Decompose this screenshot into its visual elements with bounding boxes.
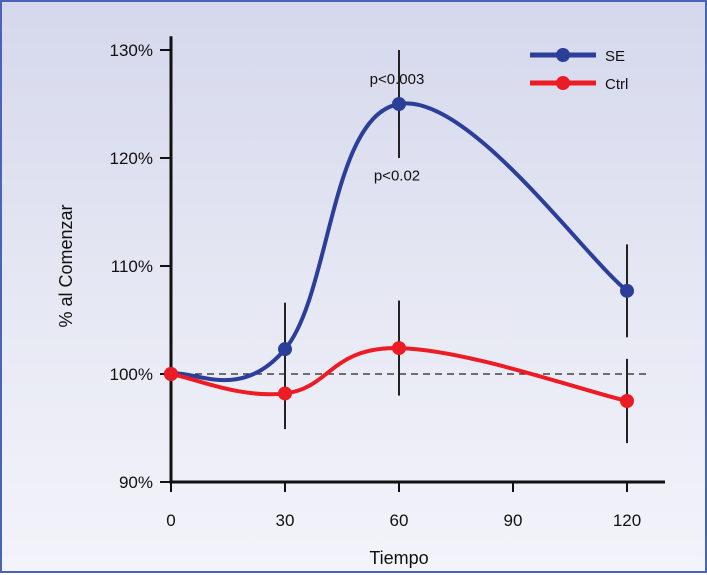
annotations: p<0.003 p<0.02: [370, 71, 425, 184]
data-point-ctrl: [278, 386, 292, 401]
legend-label-se: SE: [605, 48, 625, 65]
axes: [169, 36, 665, 484]
error-bars: [284, 50, 628, 444]
x-tick-label: 0: [166, 511, 175, 530]
series-line-ctrl: [169, 346, 629, 403]
series-points: [164, 97, 634, 408]
data-point-se: [620, 283, 634, 298]
x-axis-title: Tiempo: [369, 548, 428, 568]
series-line-se: [169, 101, 629, 383]
data-point-ctrl: [620, 394, 634, 408]
y-axis-title: % al Comenzar: [56, 204, 76, 327]
data-point-se: [392, 97, 406, 111]
series-lines: [169, 101, 629, 403]
data-point-ctrl: [164, 367, 178, 381]
x-tick-label: 90: [504, 511, 523, 530]
y-tick-label: 130%: [110, 41, 153, 60]
y-tick-label: 120%: [110, 149, 153, 168]
legend-marker-ctrl: [556, 76, 570, 90]
x-tick-label: 60: [390, 511, 409, 530]
y-tick-label: 90%: [119, 473, 153, 492]
x-tick-label: 120: [613, 511, 641, 530]
axis-ticks: 90% 100% 110% 120% 130% 0 30 60 90 120: [110, 41, 642, 530]
data-point-ctrl: [392, 341, 406, 356]
p-value-annotation: p<0.02: [374, 167, 420, 184]
data-point-se: [278, 342, 292, 357]
y-tick-label: 110%: [111, 257, 153, 276]
y-tick-label: 100%: [110, 365, 153, 384]
legend: SE Ctrl: [530, 48, 628, 93]
p-value-annotation: p<0.003: [370, 71, 425, 88]
legend-marker-se: [556, 48, 570, 62]
x-tick-label: 30: [276, 511, 295, 530]
legend-label-ctrl: Ctrl: [605, 76, 628, 93]
